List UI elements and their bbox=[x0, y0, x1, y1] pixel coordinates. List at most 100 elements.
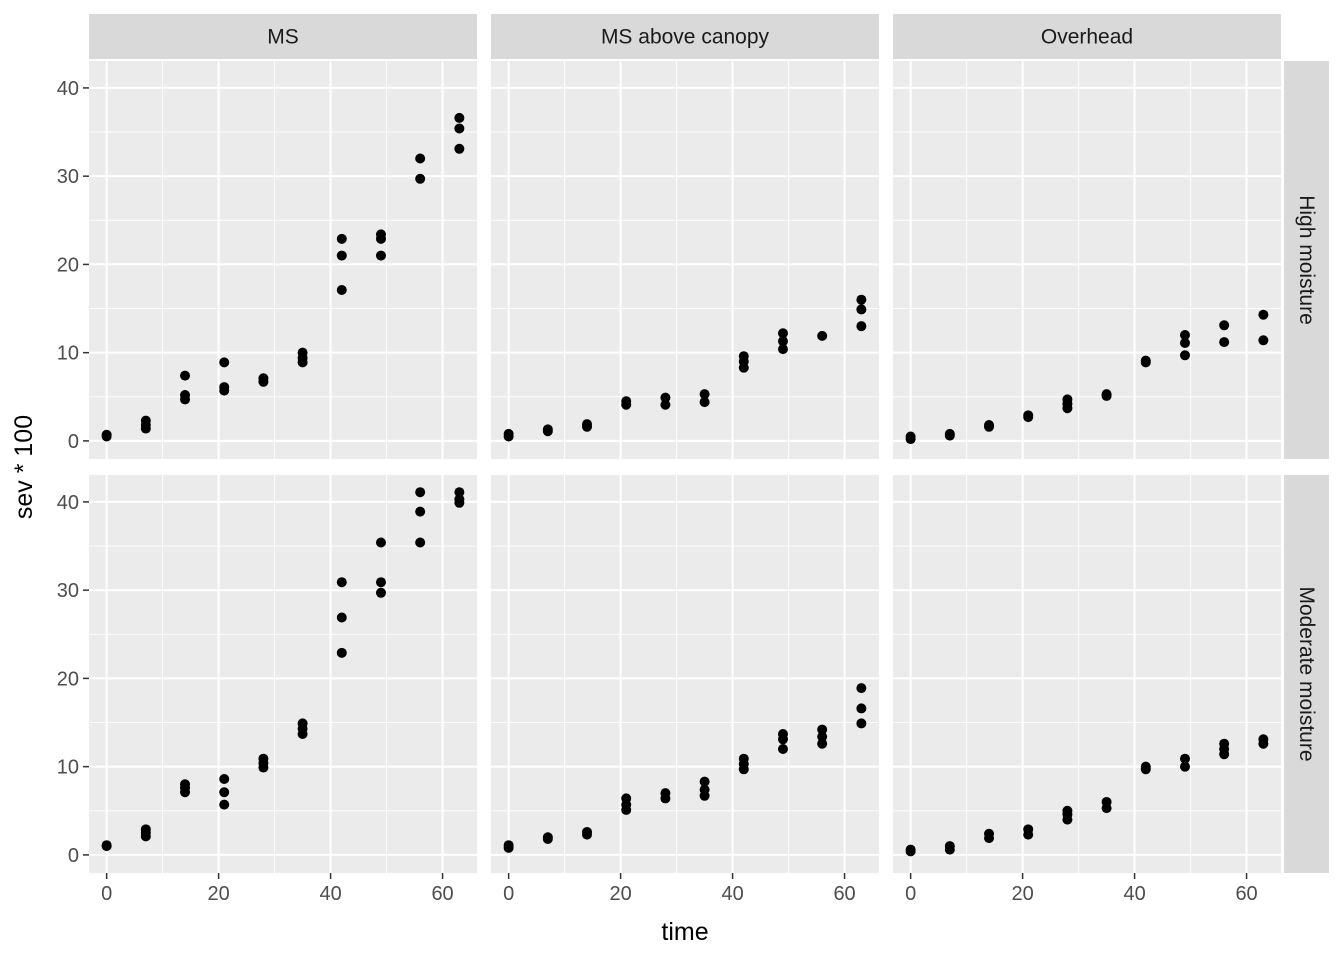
data-point bbox=[101, 429, 112, 440]
data-point bbox=[140, 824, 151, 835]
data-point bbox=[415, 487, 426, 498]
data-point bbox=[503, 428, 514, 439]
data-point bbox=[1258, 309, 1269, 320]
facet-panel-1-1 bbox=[491, 475, 879, 873]
data-point bbox=[542, 424, 553, 435]
data-point bbox=[699, 784, 710, 795]
data-point bbox=[856, 294, 867, 305]
row-strip-label: Moderate moisture bbox=[1295, 586, 1318, 761]
x-tick-label: 60 bbox=[431, 883, 453, 905]
y-tick-label: 30 bbox=[57, 580, 79, 602]
data-point bbox=[1140, 761, 1151, 772]
data-point bbox=[336, 612, 347, 623]
facet-panel-0-1 bbox=[491, 61, 879, 459]
x-tick-label: 40 bbox=[721, 883, 743, 905]
data-point bbox=[1258, 734, 1269, 745]
y-tick-label: 20 bbox=[57, 254, 79, 276]
facet-strip-2 bbox=[893, 14, 1281, 59]
data-point bbox=[297, 347, 308, 358]
y-tick-label: 0 bbox=[68, 845, 79, 867]
data-point bbox=[905, 431, 916, 442]
y-axis-title: sev * 100 bbox=[10, 415, 38, 519]
data-point bbox=[219, 382, 230, 393]
x-tick-label: 60 bbox=[1235, 883, 1257, 905]
facet-panel-1-2 bbox=[893, 475, 1281, 873]
data-point bbox=[336, 285, 347, 296]
data-point bbox=[375, 229, 386, 240]
data-point bbox=[856, 703, 867, 714]
data-point bbox=[777, 344, 788, 355]
data-point bbox=[738, 351, 749, 362]
x-tick-label: 0 bbox=[503, 883, 514, 905]
y-tick-label: 10 bbox=[57, 757, 79, 779]
facet-panel-0-0 bbox=[89, 61, 477, 459]
data-point bbox=[258, 373, 269, 384]
data-point bbox=[454, 487, 465, 498]
data-point bbox=[1219, 337, 1230, 348]
data-point bbox=[415, 153, 426, 164]
data-point bbox=[699, 397, 710, 408]
y-tick-label: 20 bbox=[57, 668, 79, 690]
data-point bbox=[817, 738, 828, 749]
data-point bbox=[1258, 335, 1269, 346]
facet-strip-label: Overhead bbox=[1041, 26, 1133, 49]
data-point bbox=[699, 389, 710, 400]
data-point bbox=[219, 787, 230, 798]
y-tick-label: 40 bbox=[57, 492, 79, 514]
data-point bbox=[699, 776, 710, 787]
panel-background bbox=[893, 61, 1281, 459]
data-point bbox=[1179, 753, 1190, 764]
data-point bbox=[1140, 355, 1151, 366]
data-point bbox=[817, 731, 828, 742]
y-tick-label: 40 bbox=[57, 78, 79, 100]
facet-strip-0 bbox=[89, 14, 477, 59]
data-point bbox=[1179, 337, 1190, 348]
data-point bbox=[984, 420, 995, 431]
panel-background bbox=[89, 475, 477, 873]
data-point bbox=[375, 537, 386, 548]
data-point bbox=[777, 336, 788, 347]
data-point bbox=[219, 774, 230, 785]
y-tick-label: 0 bbox=[68, 431, 79, 453]
data-point bbox=[415, 173, 426, 184]
y-tick-label: 10 bbox=[57, 343, 79, 365]
y-tick-label: 30 bbox=[57, 166, 79, 188]
data-point bbox=[817, 330, 828, 341]
data-point bbox=[984, 828, 995, 839]
data-point bbox=[1023, 824, 1034, 835]
data-point bbox=[375, 587, 386, 598]
data-point bbox=[454, 123, 465, 134]
x-tick-label: 40 bbox=[319, 883, 341, 905]
x-tick-label: 20 bbox=[609, 883, 631, 905]
facet-panel-0-2 bbox=[893, 61, 1281, 459]
facet-panel-1-0 bbox=[89, 475, 477, 873]
x-tick-label: 0 bbox=[905, 883, 916, 905]
data-point bbox=[336, 233, 347, 244]
data-point bbox=[101, 840, 112, 851]
data-point bbox=[375, 577, 386, 588]
data-point bbox=[777, 729, 788, 740]
data-point bbox=[1219, 320, 1230, 331]
data-point bbox=[582, 826, 593, 837]
data-point bbox=[219, 799, 230, 810]
data-point bbox=[140, 415, 151, 426]
x-tick-label: 0 bbox=[101, 883, 112, 905]
facet-strip-label: MS bbox=[267, 26, 299, 49]
data-point bbox=[336, 250, 347, 261]
data-point bbox=[542, 832, 553, 843]
panel-background bbox=[491, 475, 879, 873]
data-point bbox=[777, 744, 788, 755]
x-axis-title: time bbox=[661, 918, 708, 946]
data-point bbox=[180, 779, 191, 790]
data-point bbox=[180, 370, 191, 381]
data-point bbox=[1179, 761, 1190, 772]
data-point bbox=[856, 718, 867, 729]
row-strip-label: High moisture bbox=[1295, 195, 1318, 325]
data-point bbox=[738, 753, 749, 764]
data-point bbox=[454, 494, 465, 505]
data-point bbox=[336, 577, 347, 588]
row-strip-1 bbox=[1284, 475, 1329, 873]
data-point bbox=[454, 112, 465, 123]
data-point bbox=[1062, 805, 1073, 816]
